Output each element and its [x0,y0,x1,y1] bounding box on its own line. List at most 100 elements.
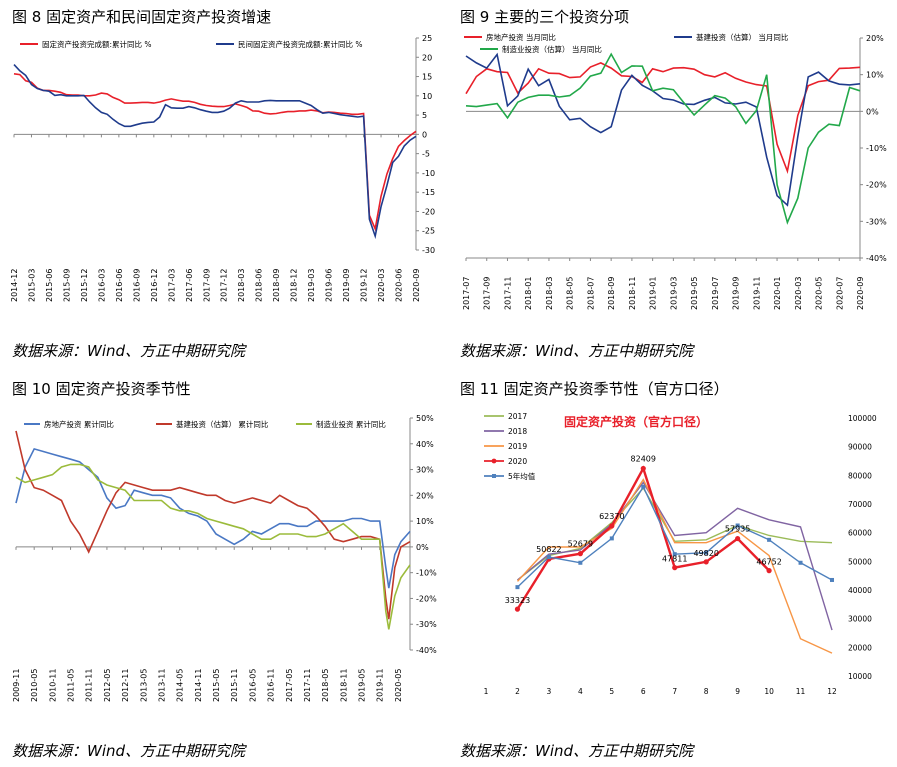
chart-title: 固定资产投资（官方口径） [564,414,708,429]
legend-label: 2020 [508,457,527,466]
x-tick-label: 2019-09 [342,269,351,302]
figure-9-source: 数据来源：Wind、方正中期研究院 [460,342,694,360]
x-tick-label: 2019-03 [669,277,678,310]
x-tick-label: 5 [609,687,614,696]
x-tick-label: 12 [827,687,837,696]
x-tick-label: 2019-11 [376,669,385,702]
x-tick-label: 2016-12 [150,269,159,302]
x-tick-label: 2018-11 [628,277,637,310]
x-tick-label: 2020-03 [794,277,803,310]
x-tick-label: 2012-05 [103,669,112,702]
x-tick-label: 2011-11 [85,669,94,702]
x-tick-label: 2020-06 [395,269,404,302]
legend-marker [491,458,497,464]
data-label: 50822 [536,545,561,554]
legend-label: 基建投资（估算） 累计同比 [176,419,269,429]
y-tick-label: -25 [422,227,435,236]
y-tick-label: -30 [422,246,435,255]
x-tick-label: 2018-07 [586,277,595,310]
legend-label: 房地产投资 当月同比 [486,32,556,42]
chart-investment-seasonality: 50% 40% 30% 20% 10% 0% -10% -20% -30% -40% 2009-11… [12,414,437,702]
series-line-1 [15,430,411,620]
data-point [830,577,834,582]
y-tick-label: 90000 [848,443,872,452]
data-point [609,536,614,541]
x-tick-label: 2010-05 [30,669,39,702]
x-tick-label: 2020-07 [835,277,844,310]
x-tick-label: 2018-05 [321,669,330,702]
figure-8-source: 数据来源：Wind、方正中期研究院 [12,342,246,360]
y-tick-label: 25 [422,34,432,43]
legend-label: 房地产投资 累计同比 [44,419,114,429]
x-tick-label: 2013-11 [157,669,166,702]
x-tick-label: 2017-11 [303,669,312,702]
data-label: 57935 [725,525,750,534]
x-tick-label: 2018-01 [524,277,533,310]
x-tick-label: 2020-05 [815,277,824,310]
data-point [515,585,520,590]
x-tick-label: 2017-11 [503,277,512,310]
x-tick-label: 2018-11 [339,669,348,702]
data-label: 49820 [693,549,718,558]
x-tick-label: 2017-09 [483,277,492,310]
y-tick-label: 10 [422,92,432,101]
legend-label: 5年均值 [508,471,536,481]
x-tick-label: 2018-03 [237,269,246,302]
data-label: 82409 [631,454,656,463]
y-tick-label: -20 [422,207,435,216]
y-tick-label: 0% [866,107,879,116]
x-tick-label: 2015-05 [212,669,221,702]
figure-10-source: 数据来源：Wind、方正中期研究院 [12,742,246,760]
x-tick-label: 2020-05 [394,669,403,702]
y-tick-label: 10% [416,517,434,526]
x-tick-label: 2019-06 [325,269,334,302]
y-tick-label: 0 [422,130,427,139]
x-tick-label: 2017-12 [220,269,229,302]
data-point [735,523,740,528]
y-tick-label: 30% [416,466,434,475]
y-tick-label: 40000 [848,586,872,595]
x-tick-label: 2013-05 [139,669,148,702]
x-tick-label: 2020-03 [377,269,386,302]
y-tick-label: 20000 [848,643,872,652]
x-tick-label: 2016-09 [132,269,141,302]
legend-label: 基建投资（估算） 当月同比 [696,32,789,42]
chart-fixed-asset-vs-private: 25 20 15 10 5 0 -5 -10 -15 -20 -25 -30 2014-12 2015-0… [10,34,435,302]
data-label: 33323 [505,596,530,605]
series-line-0 [465,62,861,175]
x-tick-label: 1 [484,687,489,696]
y-tick-label: 50000 [848,557,872,566]
x-tick-label: 2017-06 [185,269,194,302]
y-tick-label: -10 [422,169,435,178]
x-tick-label: 2014-12 [10,269,19,302]
x-tick-label: 2018-05 [566,277,575,310]
x-tick-label: 2019-05 [690,277,699,310]
data-point [577,551,583,557]
data-point [766,568,772,574]
y-tick-label: -30% [866,217,887,226]
x-tick-label: 2015-03 [27,269,36,302]
x-tick-label: 3 [547,687,552,696]
x-tick-label: 2014-05 [176,669,185,702]
legend-label: 2019 [508,442,527,451]
data-label: 62370 [599,512,624,521]
chart-official-seasonality: 固定资产投资（官方口径） 100000 90000 80000 70000 60000 50… [484,412,877,696]
x-tick-label: 2016-03 [97,269,106,302]
x-tick-label: 9 [735,687,740,696]
data-point [514,606,521,612]
data-point [640,465,646,472]
series-line-1 [517,481,833,631]
x-tick-label: 2017-09 [202,269,211,302]
y-tick-label: 0% [416,543,429,552]
x-tick-label: 2015-11 [230,669,239,702]
data-point [798,560,803,565]
x-tick-label: 2016-11 [267,669,276,702]
x-tick-label: 2011-05 [67,669,76,702]
x-tick-label: 2018-09 [607,277,616,310]
y-tick-label: -20% [416,594,437,603]
data-label: 52679 [568,540,593,549]
x-tick-label: 2019-05 [358,669,367,702]
y-tick-label: -10% [416,569,437,578]
series-line-4 [517,485,833,588]
y-tick-label: -20% [866,181,887,190]
